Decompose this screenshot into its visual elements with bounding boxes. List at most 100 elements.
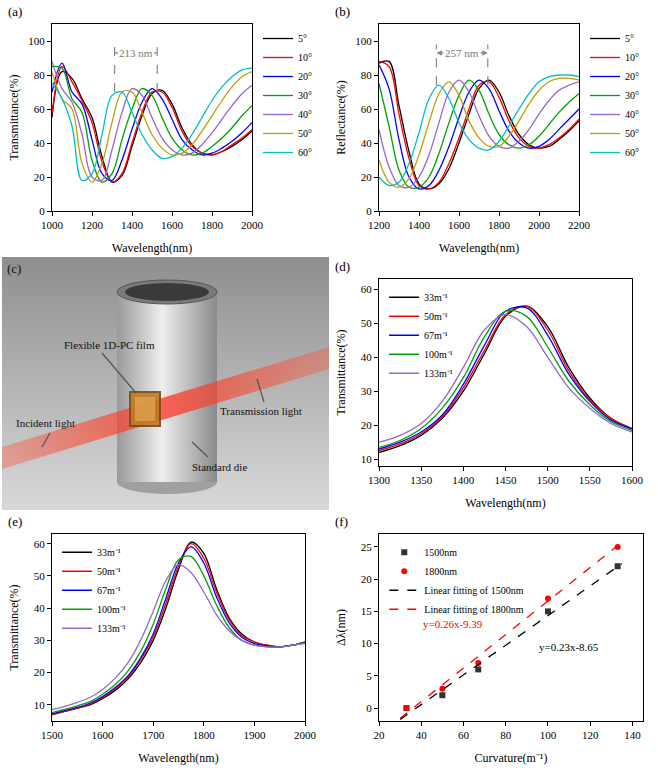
svg-text:1200: 1200 [81,219,104,231]
svg-text:100: 100 [355,35,372,47]
svg-text:1350: 1350 [410,474,433,486]
svg-text:5°: 5° [625,33,634,44]
svg-text:33m⁻¹: 33m⁻¹ [97,547,121,558]
svg-text:Linear fitting of 1500nm: Linear fitting of 1500nm [424,585,523,596]
svg-text:Wavelength(nm): Wavelength(nm) [465,496,545,510]
svg-text:1400: 1400 [452,474,475,486]
svg-text:2000: 2000 [528,219,551,231]
svg-text:1200: 1200 [368,219,391,231]
svg-text:10: 10 [361,453,373,465]
svg-text:10°: 10° [625,52,639,63]
svg-text:Transmittance(%): Transmittance(%) [7,74,21,160]
svg-text:60°: 60° [625,147,639,158]
svg-text:(d): (d) [335,259,350,274]
svg-text:133m⁻¹: 133m⁻¹ [424,368,453,379]
svg-text:40: 40 [361,351,373,363]
svg-text:50°: 50° [625,128,639,139]
svg-text:0: 0 [366,205,372,217]
svg-text:Standard die: Standard die [192,461,247,473]
svg-text:40: 40 [34,137,46,149]
svg-text:50m⁻¹: 50m⁻¹ [424,311,448,322]
svg-text:213 nm: 213 nm [119,47,153,59]
svg-text:60: 60 [34,103,46,115]
svg-text:1600: 1600 [161,219,184,231]
svg-text:1300: 1300 [368,474,391,486]
svg-text:100: 100 [28,35,45,47]
svg-text:(f): (f) [335,514,348,529]
svg-text:20: 20 [361,573,373,585]
svg-text:20: 20 [34,666,46,678]
svg-text:60°: 60° [298,147,312,158]
svg-text:40°: 40° [625,109,639,120]
svg-text:1800: 1800 [193,729,216,741]
svg-text:30: 30 [34,634,46,646]
svg-text:25: 25 [361,541,373,553]
svg-text:140: 140 [624,729,641,741]
svg-text:1600: 1600 [621,474,644,486]
svg-text:1800: 1800 [201,219,224,231]
svg-text:1000: 1000 [41,219,64,231]
svg-text:33m⁻¹: 33m⁻¹ [424,292,448,303]
svg-text:30°: 30° [298,90,312,101]
svg-text:Linear fitting of 1800nm: Linear fitting of 1800nm [424,604,523,615]
svg-text:(a): (a) [8,4,22,19]
svg-text:(b): (b) [335,4,350,19]
svg-text:0: 0 [366,702,372,714]
svg-text:120: 120 [582,729,599,741]
svg-text:1500nm: 1500nm [424,547,457,558]
svg-text:20: 20 [34,171,46,183]
svg-text:30°: 30° [625,90,639,101]
svg-text:20: 20 [361,171,373,183]
svg-text:1400: 1400 [408,219,431,231]
svg-text:1900: 1900 [243,729,266,741]
svg-text:80: 80 [500,729,512,741]
svg-text:Wavelength(nm): Wavelength(nm) [439,241,519,255]
svg-text:(c): (c) [7,261,21,276]
svg-text:1700: 1700 [142,729,165,741]
svg-text:0: 0 [39,205,45,217]
svg-text:1500: 1500 [41,729,64,741]
svg-text:5°: 5° [298,33,307,44]
svg-text:30: 30 [361,385,373,397]
svg-text:1400: 1400 [121,219,144,231]
svg-text:y=0.26x-9.39: y=0.26x-9.39 [423,618,483,630]
svg-text:Flexible 1D-PC film: Flexible 1D-PC film [64,339,155,351]
svg-text:50m⁻¹: 50m⁻¹ [97,566,121,577]
svg-text:60: 60 [458,729,470,741]
svg-text:40: 40 [416,729,428,741]
svg-text:Wavelength(nm): Wavelength(nm) [112,241,192,255]
svg-text:Transmission light: Transmission light [220,405,302,417]
svg-text:50: 50 [361,317,373,329]
svg-text:60: 60 [34,538,46,550]
svg-text:20°: 20° [625,71,639,82]
svg-text:1500: 1500 [537,474,560,486]
svg-text:Transmittance(%): Transmittance(%) [7,584,21,670]
svg-text:1800: 1800 [488,219,511,231]
svg-text:67m⁻¹: 67m⁻¹ [424,330,448,341]
svg-text:Reflectance(%): Reflectance(%) [334,80,348,155]
svg-text:40: 40 [361,137,373,149]
svg-text:40°: 40° [298,109,312,120]
svg-text:Curvature(m⁻¹): Curvature(m⁻¹) [475,751,548,765]
svg-text:10: 10 [361,637,373,649]
svg-text:67m⁻¹: 67m⁻¹ [97,585,121,596]
svg-text:Δλ(nm): Δλ(nm) [334,609,348,646]
svg-text:257 nm: 257 nm [445,47,479,59]
svg-text:50°: 50° [298,128,312,139]
svg-text:20: 20 [374,729,386,741]
svg-text:10: 10 [34,699,46,711]
svg-text:Transmittance(%): Transmittance(%) [334,329,348,415]
svg-text:100m⁻¹: 100m⁻¹ [424,349,453,360]
svg-text:Wavelength(nm): Wavelength(nm) [138,751,218,765]
svg-text:1450: 1450 [495,474,518,486]
svg-text:80: 80 [34,69,46,81]
svg-text:20°: 20° [298,71,312,82]
svg-text:1600: 1600 [448,219,471,231]
svg-text:y=0.23x-8.65: y=0.23x-8.65 [539,641,599,653]
svg-text:2000: 2000 [294,729,317,741]
svg-text:50: 50 [34,570,46,582]
svg-text:100m⁻¹: 100m⁻¹ [97,604,126,615]
svg-text:5: 5 [366,670,372,682]
svg-text:20: 20 [361,419,373,431]
svg-text:15: 15 [361,605,373,617]
